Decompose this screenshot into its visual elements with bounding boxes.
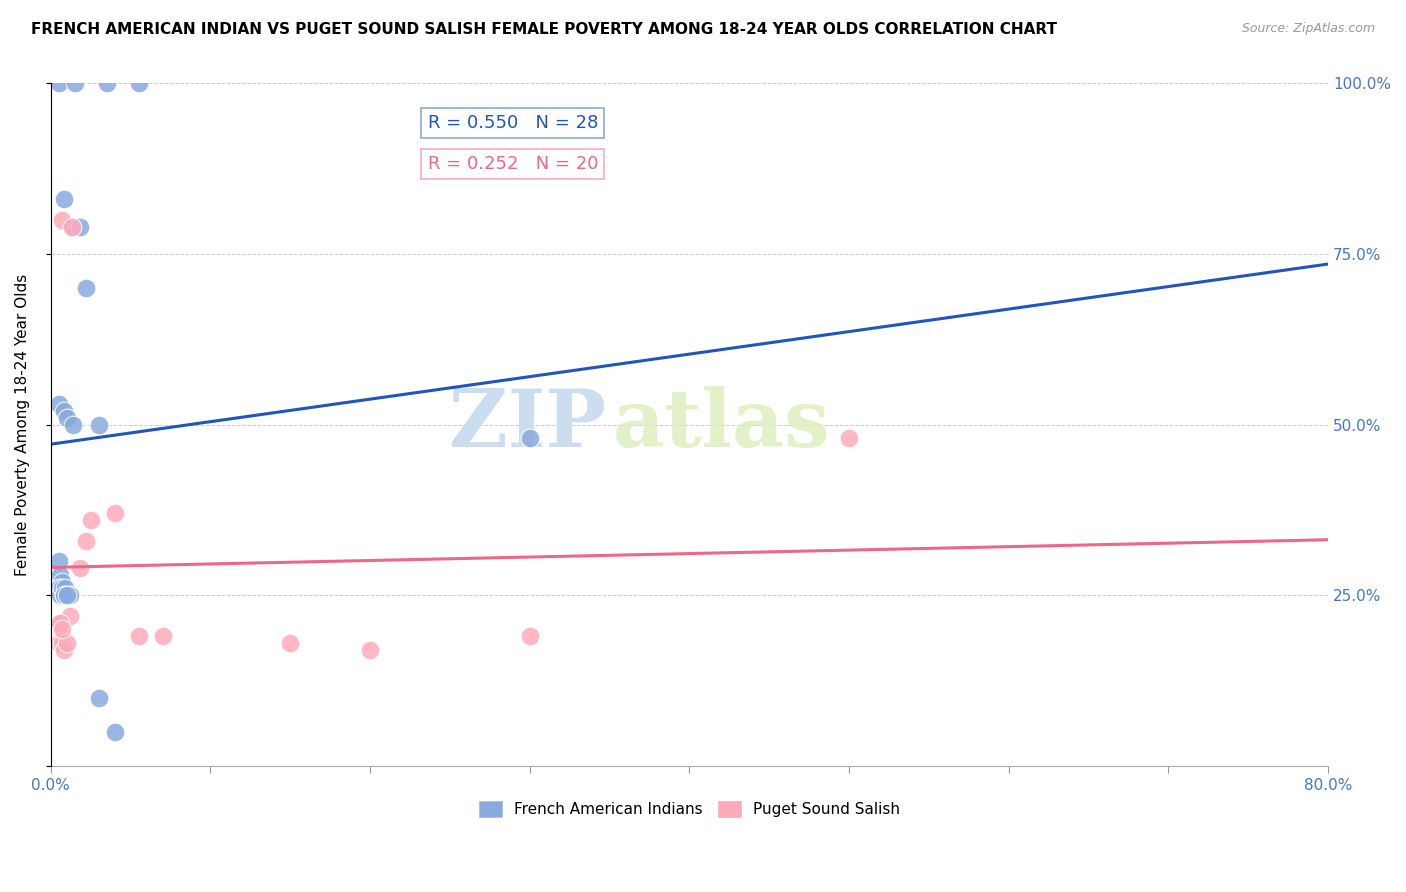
Point [48, 615, 70, 630]
Point [69, 561, 91, 575]
Point [96, 77, 118, 91]
Point [128, 629, 150, 643]
Text: Source: ZipAtlas.com: Source: ZipAtlas.com [1241, 22, 1375, 36]
Point [52, 588, 75, 602]
Point [51, 574, 73, 589]
Point [48, 397, 70, 411]
Point [69, 219, 91, 234]
Point [152, 629, 174, 643]
Point [48, 77, 70, 91]
Point [62, 417, 84, 432]
Point [359, 643, 381, 657]
Point [104, 507, 127, 521]
Point [52, 588, 75, 602]
Point [838, 431, 860, 445]
Legend: French American Indians, Puget Sound Salish: French American Indians, Puget Sound Sal… [472, 795, 907, 823]
Point [51, 582, 73, 596]
Text: R = 0.550   N = 28: R = 0.550 N = 28 [427, 114, 598, 132]
Point [128, 77, 150, 91]
Text: atlas: atlas [613, 385, 830, 464]
Point [59, 608, 82, 623]
Point [51, 623, 73, 637]
Point [48, 636, 70, 650]
Point [51, 213, 73, 227]
Point [75, 281, 97, 295]
Point [59, 588, 82, 602]
Point [52, 643, 75, 657]
Text: ZIP: ZIP [450, 385, 606, 464]
Point [53, 582, 76, 596]
Point [87, 417, 110, 432]
Point [51, 636, 73, 650]
Point [519, 629, 541, 643]
Point [56, 588, 79, 602]
Point [75, 533, 97, 548]
Point [80, 513, 103, 527]
Point [52, 404, 75, 418]
Point [49, 588, 72, 602]
Text: FRENCH AMERICAN INDIAN VS PUGET SOUND SALISH FEMALE POVERTY AMONG 18-24 YEAR OLD: FRENCH AMERICAN INDIAN VS PUGET SOUND SA… [31, 22, 1057, 37]
Point [48, 554, 70, 568]
Point [63, 77, 86, 91]
Point [49, 567, 72, 582]
Point [52, 193, 75, 207]
Point [56, 588, 79, 602]
Point [48, 582, 70, 596]
Point [87, 690, 110, 705]
Point [278, 636, 301, 650]
Point [60, 219, 83, 234]
Point [60, 219, 83, 234]
Point [56, 636, 79, 650]
Point [519, 431, 541, 445]
Point [56, 410, 79, 425]
Point [104, 724, 127, 739]
Point [49, 615, 72, 630]
Y-axis label: Female Poverty Among 18-24 Year Olds: Female Poverty Among 18-24 Year Olds [15, 274, 30, 575]
Text: R = 0.252   N = 20: R = 0.252 N = 20 [427, 155, 598, 173]
